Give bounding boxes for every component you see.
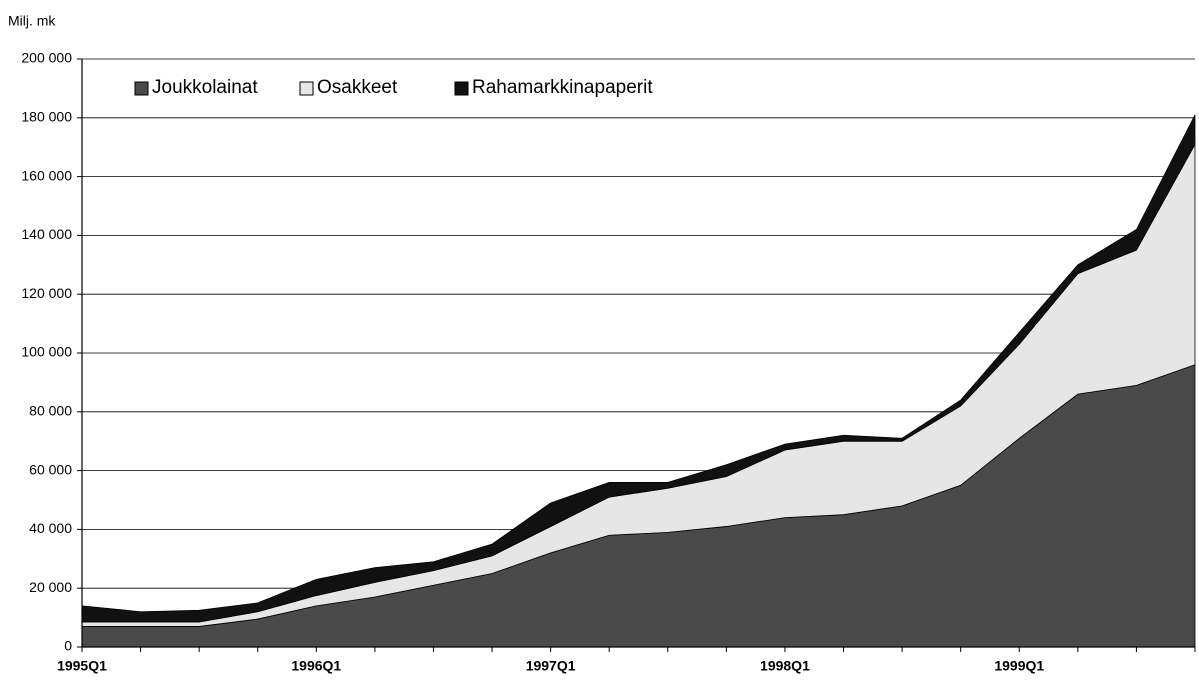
- y-tick-label: 200 000: [21, 50, 72, 66]
- x-tick-label: 1995Q1: [57, 658, 107, 674]
- legend-swatch: [299, 81, 314, 96]
- y-tick-label: 120 000: [21, 285, 72, 301]
- legend-swatch: [134, 81, 149, 96]
- legend-label: Joukkolainat: [152, 77, 258, 98]
- x-tick-label: 1999Q1: [994, 658, 1044, 674]
- legend-label: Rahamarkkinapaperit: [472, 77, 653, 98]
- y-tick-label: 40 000: [29, 520, 72, 536]
- x-tick-label: 1996Q1: [291, 658, 341, 674]
- y-tick-label: 0: [64, 638, 72, 654]
- legend-label: Osakkeet: [317, 77, 398, 98]
- y-axis-label: Milj. mk: [8, 13, 56, 29]
- y-tick-label: 80 000: [29, 403, 72, 419]
- y-tick-label: 180 000: [21, 109, 72, 125]
- legend-swatch: [454, 81, 469, 96]
- y-tick-label: 20 000: [29, 579, 72, 595]
- y-tick-label: 160 000: [21, 167, 72, 183]
- x-tick-label: 1997Q1: [526, 658, 576, 674]
- y-tick-label: 140 000: [21, 226, 72, 242]
- area: [81, 114, 1196, 623]
- legend: Joukkolainat Osakkeet Rahamarkkinapaperit: [134, 77, 653, 98]
- y-tick-label: 100 000: [21, 344, 72, 360]
- y-tick-label: 60 000: [29, 461, 72, 477]
- x-tick-label: 1998Q1: [760, 658, 810, 674]
